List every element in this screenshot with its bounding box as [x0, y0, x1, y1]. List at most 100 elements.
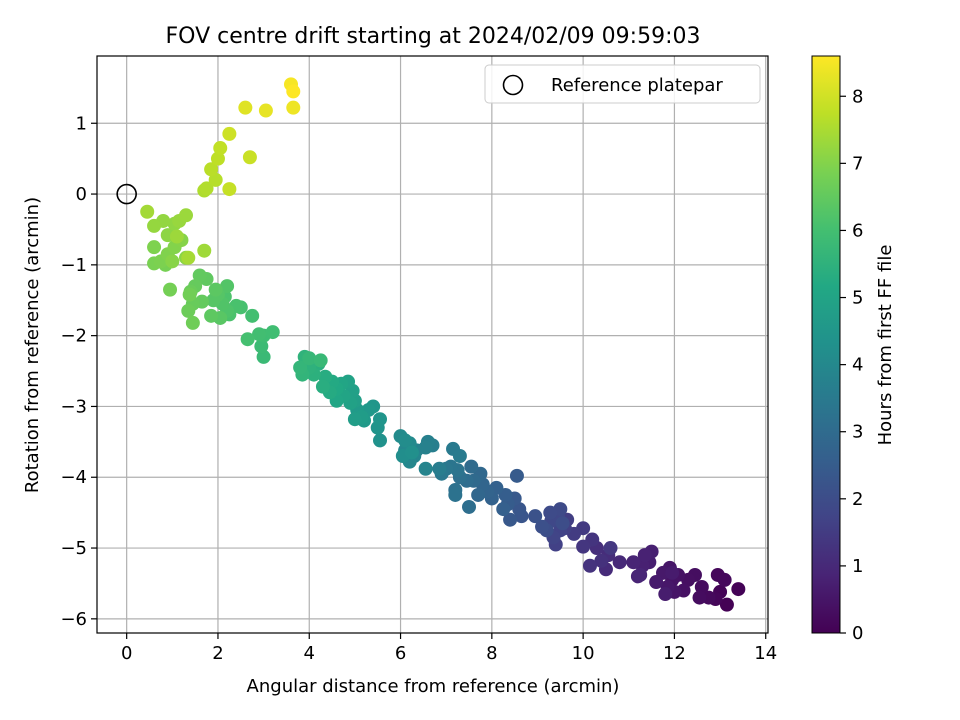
colorbar-tick-label: 0 — [852, 623, 863, 644]
data-point — [576, 539, 591, 554]
data-point — [242, 150, 257, 165]
data-point — [147, 218, 162, 233]
data-point — [204, 162, 219, 177]
colorbar-gradient — [811, 55, 841, 634]
data-point — [373, 433, 388, 448]
data-point — [665, 565, 680, 580]
x-tick-label: 14 — [754, 643, 777, 664]
y-tick-label: −6 — [60, 609, 87, 630]
data-point — [208, 282, 223, 297]
data-point — [197, 243, 212, 258]
data-point — [448, 487, 463, 502]
data-point — [582, 558, 597, 573]
data-point — [418, 461, 433, 476]
data-point — [637, 548, 652, 563]
data-point — [398, 433, 413, 448]
data-point — [179, 208, 194, 223]
data-point — [252, 327, 267, 342]
data-point — [192, 268, 207, 283]
data-point — [220, 279, 235, 294]
colorbar-tick-label: 7 — [852, 153, 863, 174]
legend-marker — [502, 74, 524, 96]
data-point — [185, 315, 200, 330]
x-tick-label: 6 — [395, 643, 406, 664]
legend: Reference platepar — [484, 64, 761, 104]
data-point — [182, 287, 197, 302]
y-tick-label: 0 — [76, 184, 87, 205]
data-point — [313, 353, 328, 368]
data-point — [163, 282, 178, 297]
colorbar: 0 1 2 3 4 5 6 7 8 Hours from first FF file — [811, 55, 896, 644]
colorbar-tick-label: 3 — [852, 422, 863, 443]
data-point — [258, 103, 273, 118]
colorbar-ticks: 0 1 2 3 4 5 6 7 8 — [840, 86, 863, 644]
x-axis-label: Angular distance from reference (arcmin) — [247, 676, 620, 697]
data-point — [140, 204, 155, 219]
data-point — [204, 308, 219, 323]
data-point — [256, 349, 271, 364]
data-point — [404, 445, 419, 460]
data-point — [240, 332, 255, 347]
data-point — [169, 229, 184, 244]
colorbar-tick-label: 4 — [852, 355, 863, 376]
data-point — [464, 459, 479, 474]
data-point — [222, 126, 237, 141]
data-point — [254, 339, 269, 354]
y-tick-label: −4 — [60, 467, 87, 488]
data-point — [719, 597, 734, 612]
colorbar-tick-label: 8 — [852, 86, 863, 107]
data-point — [213, 141, 228, 156]
y-tick-label: −3 — [60, 396, 87, 417]
plot-frame — [96, 55, 769, 634]
data-point — [210, 151, 225, 166]
data-point — [612, 555, 627, 570]
data-point — [373, 412, 388, 427]
data-point — [649, 575, 664, 590]
colorbar-tick-label: 5 — [852, 288, 863, 309]
data-point — [315, 379, 330, 394]
x-tick-label: 8 — [486, 643, 497, 664]
data-point — [181, 250, 196, 265]
colorbar-tick-label: 6 — [852, 220, 863, 241]
x-tick-label: 0 — [121, 643, 132, 664]
data-point — [347, 412, 362, 427]
y-tick-label: −1 — [60, 255, 87, 276]
data-point — [265, 325, 280, 340]
data-point — [543, 505, 558, 520]
data-point — [503, 512, 518, 527]
grid — [97, 56, 768, 633]
data-point — [165, 254, 180, 269]
x-tick-label: 4 — [304, 643, 315, 664]
reference-platepar-marker — [116, 183, 137, 205]
data-point — [452, 449, 467, 464]
data-point — [603, 541, 618, 556]
data-point — [293, 360, 308, 375]
data-point — [206, 293, 221, 308]
data-point — [658, 587, 673, 602]
data-point — [633, 567, 648, 582]
y-tick-label: −2 — [60, 326, 87, 347]
x-axis-ticks: 0 2 4 6 8 10 12 14 — [121, 633, 777, 664]
data-point — [694, 579, 709, 594]
data-point — [731, 582, 746, 597]
legend-label: Reference platepar — [551, 75, 723, 96]
data-point — [717, 572, 732, 587]
data-point — [471, 487, 486, 502]
data-point — [462, 499, 477, 514]
x-tick-label: 10 — [572, 643, 595, 664]
data-point — [181, 303, 196, 318]
y-axis-label: Rotation from reference (arcmin) — [22, 197, 43, 493]
data-point — [286, 84, 301, 99]
scatter-points — [140, 77, 746, 612]
colorbar-label: Hours from first FF file — [875, 245, 896, 446]
data-point — [432, 461, 447, 476]
colorbar-tick-label: 2 — [852, 489, 863, 510]
data-point — [222, 182, 237, 197]
data-point — [692, 590, 707, 605]
y-axis-ticks: −6 −5 −4 −3 −2 −1 0 1 — [60, 113, 97, 630]
data-point — [496, 502, 511, 517]
data-point — [555, 516, 570, 531]
data-point — [208, 172, 223, 187]
colorbar-tick-label: 1 — [852, 556, 863, 577]
